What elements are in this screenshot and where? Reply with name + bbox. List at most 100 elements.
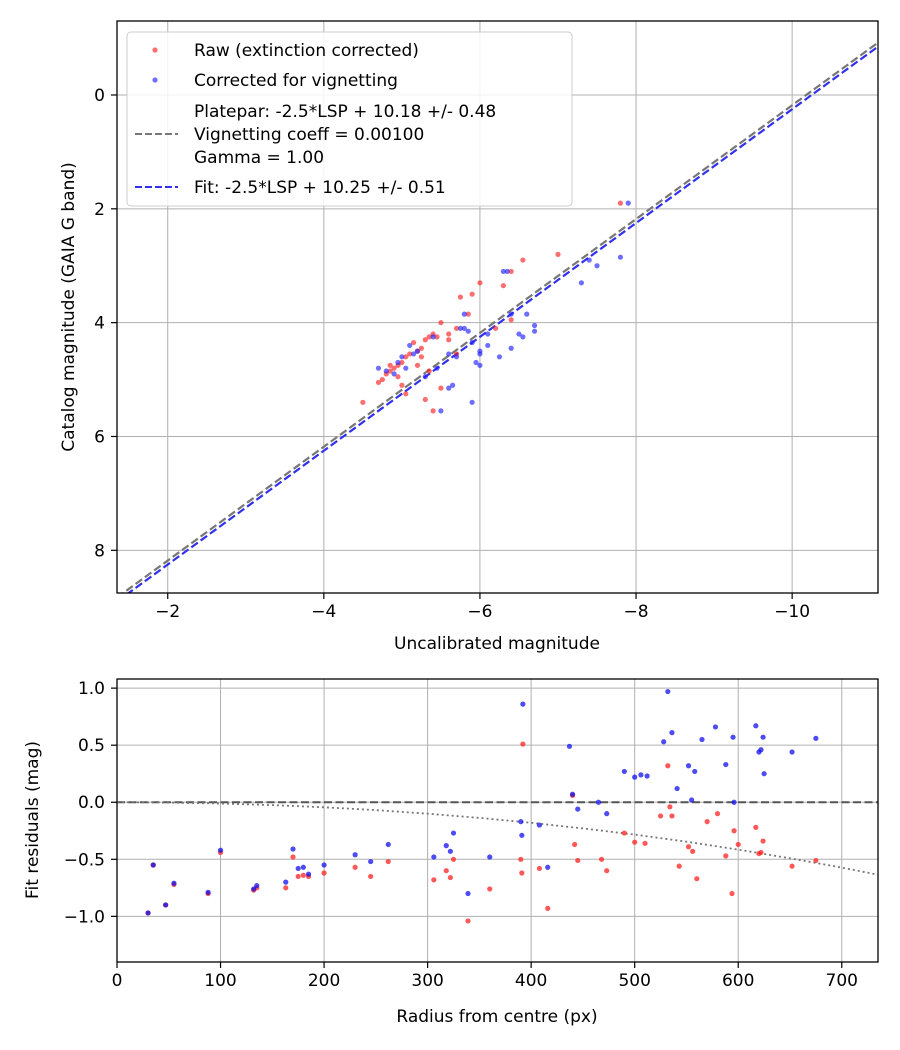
top-ticks: −2 −4 −6 −8 −10 0 2 4 6 8 [94, 86, 810, 622]
x-tick-label: 400 [515, 971, 547, 991]
corrected-data-point [254, 882, 260, 889]
corrected-data-point [295, 865, 301, 872]
bottom-panel: 0 100 200 300 400 500 600 700−1.0−0.50.00.51.0 … [23, 678, 879, 1027]
corrected-data-point [438, 408, 444, 414]
corrected-data-point [383, 368, 389, 374]
top-scatter-points [360, 200, 631, 414]
top-fit-lines [121, 41, 878, 593]
y-tick-label: −0.5 [64, 850, 105, 870]
corrected-data-point [163, 902, 169, 908]
corrected-data-point [422, 374, 428, 380]
raw-data-point [360, 399, 366, 405]
raw-data-point [446, 337, 452, 343]
x-tick-label: 500 [618, 971, 650, 991]
corrected-data-point [566, 743, 573, 749]
corrected-data-point [578, 280, 585, 286]
corrected-data-point [485, 342, 491, 349]
raw-data-point [604, 868, 610, 874]
legend: Raw (extinction corrected) Corrected for… [126, 31, 573, 207]
raw-data-point [422, 396, 428, 403]
legend-box [126, 31, 573, 207]
raw-data-point [295, 873, 301, 880]
corrected-data-point [217, 847, 224, 853]
corrected-data-point [569, 791, 576, 797]
fit-line [126, 45, 878, 593]
bottom-scatter-points [145, 688, 819, 924]
x-tick-label: −8 [624, 602, 649, 622]
bottom-reference-lines [117, 801, 878, 876]
corrected-data-point [661, 739, 667, 745]
corrected-data-point [520, 701, 526, 707]
raw-data-point [387, 368, 393, 374]
raw-data-point [685, 844, 692, 850]
raw-data-point [723, 853, 729, 859]
raw-data-point [422, 337, 428, 343]
raw-data-point [575, 857, 581, 864]
raw-data-point [813, 857, 819, 864]
corrected-data-point [519, 832, 525, 838]
corrected-data-point [692, 768, 698, 775]
corrected-data-point [518, 819, 524, 825]
raw-data-point [508, 268, 514, 275]
raw-data-point [555, 251, 561, 257]
raw-data-point [492, 325, 499, 331]
raw-data-point [508, 317, 514, 323]
raw-data-point [352, 864, 358, 870]
raw-data-point [426, 368, 432, 374]
legend-label-platepar-line2: Vignetting coeff = 0.00100 [194, 125, 424, 145]
raw-data-point [758, 849, 764, 856]
raw-data-point [469, 291, 475, 297]
y-tick-label: 6 [94, 427, 105, 447]
raw-data-point [518, 856, 524, 862]
raw-data-point [418, 345, 424, 351]
corrected-data-point [477, 362, 483, 368]
x-tick-label: 300 [411, 971, 443, 991]
legend-marker-corrected [152, 77, 158, 83]
corrected-data-point [685, 763, 692, 769]
corrected-data-point [410, 351, 417, 357]
legend-label-platepar-line1: Platepar: -2.5*LSP + 10.18 +/- 0.48 [194, 102, 496, 122]
raw-data-point [536, 865, 543, 872]
corrected-data-point [699, 736, 705, 743]
raw-data-point [290, 854, 296, 860]
corrected-data-point [368, 858, 374, 865]
corrected-data-point [575, 806, 581, 812]
legend-marker-raw [152, 47, 158, 53]
legend-label-platepar-line3: Gamma = 1.00 [194, 148, 324, 168]
x-tick-label: 600 [722, 971, 754, 991]
corrected-data-point [465, 890, 471, 897]
top-y-axis-label: Catalog magnitude (GAIA G band) [59, 162, 79, 452]
raw-data-point [545, 905, 551, 911]
raw-data-point [375, 379, 382, 386]
corrected-data-point [465, 328, 471, 334]
raw-data-point [632, 839, 638, 845]
corrected-data-point [443, 843, 449, 849]
raw-data-point [418, 354, 424, 360]
platepar-fit-line [121, 41, 878, 593]
raw-data-point [321, 870, 327, 876]
legend-label-raw: Raw (extinction corrected) [194, 41, 419, 61]
corrected-data-point [545, 864, 551, 870]
x-tick-label: −10 [774, 602, 810, 622]
raw-data-point [407, 351, 413, 357]
corrected-data-point [399, 354, 405, 360]
corrected-data-point [508, 345, 514, 351]
raw-data-point [430, 408, 436, 414]
corrected-data-point [520, 334, 526, 340]
corrected-data-point [469, 399, 475, 405]
corrected-data-point [395, 359, 401, 366]
corrected-data-point [625, 200, 631, 206]
corrected-data-point [145, 910, 151, 916]
corrected-data-point [487, 854, 493, 860]
raw-data-point [694, 876, 700, 882]
corrected-data-point [431, 854, 437, 860]
corrected-data-point [391, 371, 397, 377]
corrected-data-point [531, 328, 538, 334]
x-tick-label: 200 [308, 971, 340, 991]
x-tick-label: −2 [155, 602, 180, 622]
raw-data-point [520, 257, 526, 263]
corrected-data-point [461, 311, 467, 317]
raw-data-point [385, 858, 391, 865]
